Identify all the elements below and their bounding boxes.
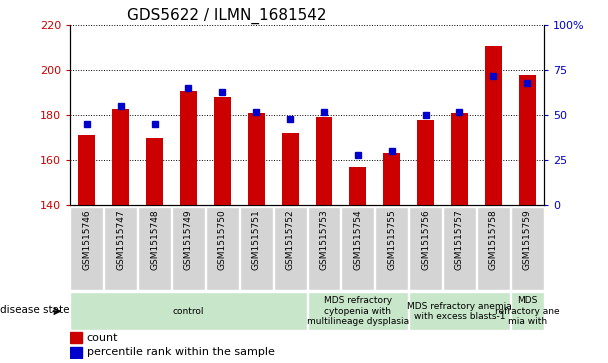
- Text: MDS refractory anemia
with excess blasts-1: MDS refractory anemia with excess blasts…: [407, 302, 512, 321]
- Bar: [350, 167, 366, 205]
- Bar: [409, 292, 510, 330]
- Bar: [282, 133, 299, 205]
- Text: disease state: disease state: [0, 305, 69, 315]
- Bar: [308, 207, 340, 290]
- Bar: [146, 138, 163, 205]
- Text: MDS refractory
cytopenia with
multilineage dysplasia: MDS refractory cytopenia with multilinea…: [307, 296, 409, 326]
- Text: GSM1515749: GSM1515749: [184, 209, 193, 270]
- Text: GSM1515757: GSM1515757: [455, 209, 464, 270]
- Bar: [240, 207, 272, 290]
- Text: GSM1515753: GSM1515753: [319, 209, 328, 270]
- Bar: [511, 207, 544, 290]
- Bar: [409, 207, 442, 290]
- Text: GDS5622 / ILMN_1681542: GDS5622 / ILMN_1681542: [127, 8, 326, 24]
- Text: GSM1515759: GSM1515759: [523, 209, 532, 270]
- Text: GSM1515750: GSM1515750: [218, 209, 227, 270]
- Bar: [70, 333, 82, 343]
- Text: GSM1515746: GSM1515746: [82, 209, 91, 270]
- Bar: [274, 207, 306, 290]
- Bar: [477, 207, 510, 290]
- Bar: [375, 207, 408, 290]
- Bar: [417, 120, 434, 205]
- Bar: [248, 113, 264, 205]
- Bar: [443, 207, 476, 290]
- Text: GSM1515755: GSM1515755: [387, 209, 396, 270]
- Bar: [138, 207, 171, 290]
- Text: control: control: [173, 307, 204, 316]
- Text: MDS
refractory ane
mia with: MDS refractory ane mia with: [495, 296, 559, 326]
- Text: GSM1515747: GSM1515747: [116, 209, 125, 270]
- Bar: [308, 292, 408, 330]
- Bar: [342, 207, 375, 290]
- Bar: [71, 207, 103, 290]
- Bar: [112, 109, 129, 205]
- Bar: [71, 292, 306, 330]
- Bar: [519, 75, 536, 205]
- Bar: [511, 292, 544, 330]
- Text: GSM1515751: GSM1515751: [252, 209, 261, 270]
- Bar: [172, 207, 205, 290]
- Text: GSM1515756: GSM1515756: [421, 209, 430, 270]
- Text: percentile rank within the sample: percentile rank within the sample: [86, 347, 275, 358]
- Text: GSM1515754: GSM1515754: [353, 209, 362, 270]
- Bar: [451, 113, 468, 205]
- Bar: [78, 135, 95, 205]
- Bar: [383, 154, 400, 205]
- Text: count: count: [86, 333, 118, 343]
- Bar: [180, 90, 197, 205]
- Bar: [206, 207, 239, 290]
- Text: GSM1515752: GSM1515752: [286, 209, 295, 270]
- Bar: [214, 97, 231, 205]
- Bar: [70, 347, 82, 358]
- Text: GSM1515758: GSM1515758: [489, 209, 498, 270]
- Text: GSM1515748: GSM1515748: [150, 209, 159, 270]
- Bar: [316, 118, 333, 205]
- Bar: [485, 46, 502, 205]
- Bar: [105, 207, 137, 290]
